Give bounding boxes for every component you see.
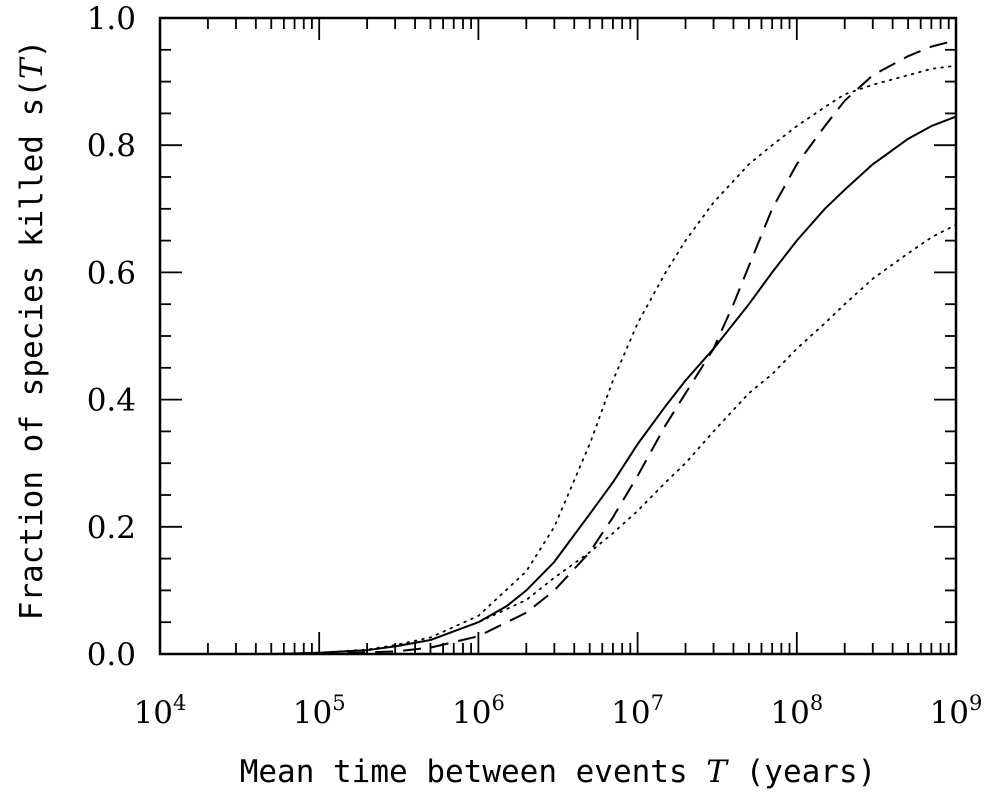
x-tick-label-exponent: 6 bbox=[491, 691, 504, 715]
x-axis-title: Mean time between events T (years) bbox=[240, 754, 877, 790]
x-tick-label-base: 10 bbox=[770, 695, 809, 731]
y-tick-label: 0.8 bbox=[87, 128, 136, 164]
y-tick-label: 0.4 bbox=[87, 383, 136, 419]
x-axis-title-prefix: Mean time between events bbox=[240, 754, 707, 790]
x-tick-label-base: 10 bbox=[293, 695, 332, 731]
y-axis-title-suffix: ) bbox=[14, 40, 50, 59]
y-axis-title-prefix: Fraction of species killed s( bbox=[14, 79, 50, 620]
x-tick-label-base: 10 bbox=[930, 695, 969, 731]
x-tick-label: 106 bbox=[452, 691, 505, 731]
x-tick-label: 109 bbox=[930, 691, 983, 731]
x-tick-label: 105 bbox=[293, 691, 346, 731]
x-tick-label-base: 10 bbox=[611, 695, 650, 731]
x-tick-label: 107 bbox=[611, 691, 664, 731]
x-axis-title-suffix: (years) bbox=[727, 754, 876, 790]
y-tick-label: 1.0 bbox=[87, 1, 136, 37]
series-line-dotted-2 bbox=[270, 64, 957, 655]
y-tick-label: 0.0 bbox=[87, 637, 136, 673]
x-tick-label-exponent: 9 bbox=[969, 691, 982, 715]
series-layer bbox=[270, 39, 957, 655]
x-tick-label-base: 10 bbox=[452, 695, 491, 731]
x-tick-label: 108 bbox=[770, 691, 823, 731]
plot-frame bbox=[158, 16, 958, 656]
y-axis-title-symbol: T bbox=[14, 56, 50, 79]
x-tick-label-exponent: 5 bbox=[332, 691, 345, 715]
y-axis-title: Fraction of species killed s(T) bbox=[14, 40, 50, 621]
x-tick-label-exponent: 7 bbox=[651, 691, 664, 715]
x-tick-label-exponent: 4 bbox=[173, 691, 186, 715]
y-tick-label: 0.2 bbox=[87, 510, 136, 546]
x-axis-title-symbol: T bbox=[706, 754, 729, 790]
y-tick-label: 0.6 bbox=[87, 255, 136, 291]
x-tick-label-exponent: 8 bbox=[810, 691, 823, 715]
x-tick-label: 104 bbox=[134, 691, 187, 731]
series-line-dashed-1 bbox=[319, 39, 957, 655]
x-tick-label-base: 10 bbox=[134, 695, 173, 731]
